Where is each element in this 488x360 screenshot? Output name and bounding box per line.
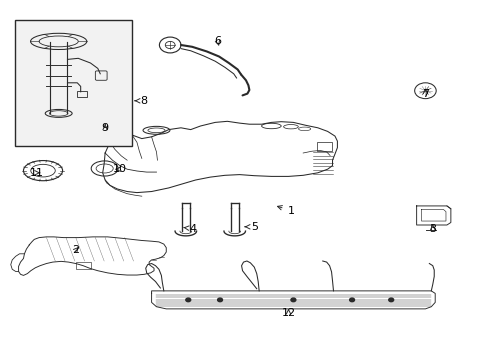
Circle shape <box>217 298 222 302</box>
Text: 1: 1 <box>277 206 294 216</box>
Text: 11: 11 <box>30 168 43 178</box>
Bar <box>15 20 132 146</box>
Bar <box>77 91 87 97</box>
Text: 7: 7 <box>421 89 428 99</box>
Text: 8: 8 <box>135 96 147 106</box>
Bar <box>76 262 91 269</box>
Text: 5: 5 <box>244 222 257 232</box>
Bar <box>316 142 331 151</box>
Text: 3: 3 <box>428 224 435 234</box>
Text: 2: 2 <box>72 245 79 255</box>
Circle shape <box>388 298 393 302</box>
Circle shape <box>349 298 354 302</box>
Text: 6: 6 <box>214 36 221 46</box>
Circle shape <box>290 298 295 302</box>
Text: 9: 9 <box>102 123 108 133</box>
Circle shape <box>185 298 190 302</box>
Text: 10: 10 <box>113 164 126 174</box>
Text: 12: 12 <box>281 308 295 318</box>
Text: 4: 4 <box>183 224 196 234</box>
